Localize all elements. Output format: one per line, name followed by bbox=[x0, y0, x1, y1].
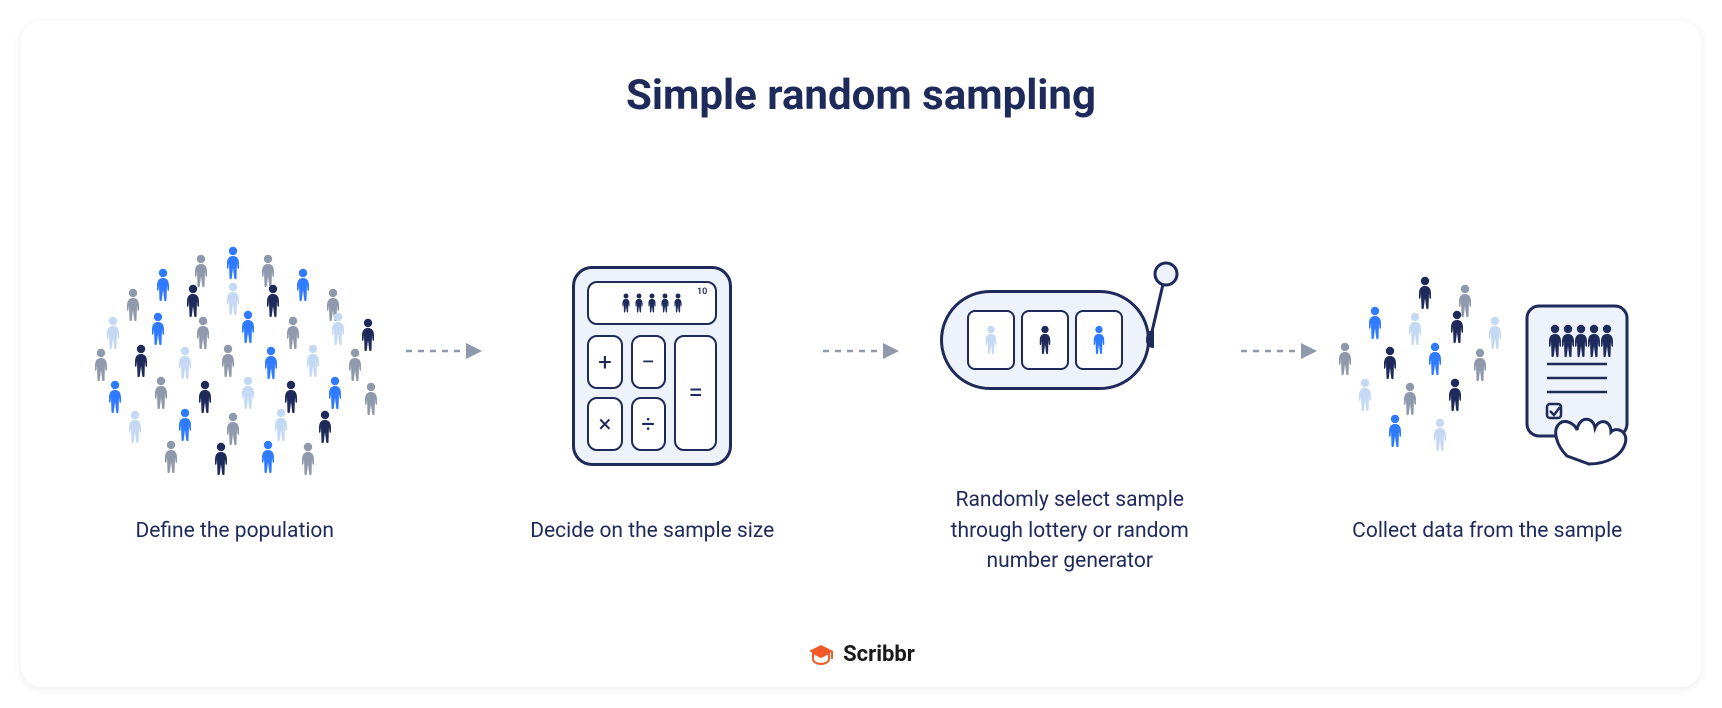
person-icon bbox=[107, 380, 123, 414]
step-caption: Randomly select sample through lottery o… bbox=[920, 485, 1220, 576]
step-caption: Define the population bbox=[136, 516, 335, 546]
calculator-op-button: ÷ bbox=[631, 397, 666, 451]
person-icon bbox=[225, 282, 241, 316]
person-icon bbox=[285, 316, 301, 350]
graduation-cap-icon bbox=[807, 643, 835, 667]
calculator-op-button: + bbox=[587, 335, 622, 389]
person-icon bbox=[647, 293, 657, 313]
step-sample-size: 10 +−×÷ = Decide on the sample size bbox=[489, 246, 817, 546]
calculator-icon: 10 +−×÷ = bbox=[572, 266, 732, 466]
infographic-card: Simple random sampling bbox=[21, 21, 1701, 687]
person-icon bbox=[105, 316, 121, 350]
flow-row: Define the population 10 bbox=[71, 170, 1651, 622]
person-icon bbox=[327, 376, 343, 410]
person-icon bbox=[363, 382, 379, 416]
person-icon bbox=[1472, 348, 1488, 382]
calculator-illustration: 10 +−×÷ = bbox=[572, 246, 732, 486]
person-icon bbox=[127, 410, 143, 444]
person-icon bbox=[347, 348, 363, 382]
slot-lever-icon bbox=[1140, 260, 1180, 350]
step-random-select: Randomly select sample through lottery o… bbox=[906, 215, 1234, 576]
person-icon bbox=[220, 344, 236, 378]
person-icon bbox=[330, 312, 346, 346]
person-icon bbox=[1402, 382, 1418, 416]
slot-window bbox=[1075, 310, 1123, 370]
slot-window bbox=[1021, 310, 1069, 370]
arrow-icon bbox=[816, 231, 906, 471]
person-icon bbox=[1337, 342, 1353, 376]
person-icon bbox=[133, 344, 149, 378]
person-icon bbox=[317, 410, 333, 444]
person-icon bbox=[195, 316, 211, 350]
person-icon bbox=[213, 442, 229, 476]
person-icon bbox=[273, 408, 289, 442]
calculator-exponent: 10 bbox=[697, 287, 707, 297]
person-icon bbox=[260, 254, 276, 288]
person-icon bbox=[295, 268, 311, 302]
arrow-icon bbox=[1234, 231, 1324, 471]
person-icon bbox=[660, 293, 670, 313]
person-icon bbox=[177, 346, 193, 380]
person-icon bbox=[163, 440, 179, 474]
person-icon bbox=[225, 246, 241, 280]
brand-name: Scribbr bbox=[843, 642, 915, 667]
person-icon bbox=[265, 284, 281, 318]
infographic-title: Simple random sampling bbox=[626, 71, 1096, 120]
person-icon bbox=[225, 412, 241, 446]
person-icon bbox=[300, 442, 316, 476]
person-icon bbox=[634, 293, 644, 313]
calculator-op-button: − bbox=[631, 335, 666, 389]
person-icon bbox=[155, 268, 171, 302]
step-collect-data: Collect data from the sample bbox=[1324, 246, 1652, 546]
clipboard-hand-icon bbox=[1497, 296, 1647, 466]
person-icon bbox=[1367, 306, 1383, 340]
brand-logo: Scribbr bbox=[807, 642, 915, 667]
person-icon bbox=[1427, 342, 1443, 376]
step-define-population: Define the population bbox=[71, 246, 399, 546]
person-icon bbox=[153, 376, 169, 410]
person-icon bbox=[621, 293, 631, 313]
person-icon bbox=[1417, 276, 1433, 310]
step-caption: Decide on the sample size bbox=[530, 516, 774, 546]
person-icon bbox=[673, 293, 683, 313]
calculator-op-button: × bbox=[587, 397, 622, 451]
person-icon bbox=[125, 288, 141, 322]
person-icon bbox=[197, 380, 213, 414]
person-icon bbox=[150, 312, 166, 346]
person-icon bbox=[1449, 310, 1465, 344]
collect-data-illustration bbox=[1327, 246, 1647, 486]
person-icon bbox=[1407, 312, 1423, 346]
arrow-icon bbox=[399, 231, 489, 471]
person-icon bbox=[177, 408, 193, 442]
person-icon bbox=[360, 318, 376, 352]
slot-machine-icon bbox=[940, 290, 1150, 390]
calculator-screen: 10 bbox=[587, 281, 717, 325]
person-icon bbox=[305, 344, 321, 378]
slot-machine-illustration bbox=[940, 215, 1200, 455]
step-caption: Collect data from the sample bbox=[1352, 516, 1622, 546]
person-icon bbox=[240, 310, 256, 344]
person-icon bbox=[240, 376, 256, 410]
person-icon bbox=[93, 348, 109, 382]
person-icon bbox=[1387, 414, 1403, 448]
person-icon bbox=[1382, 346, 1398, 380]
calculator-equals-button: = bbox=[674, 335, 717, 451]
person-icon bbox=[193, 254, 209, 288]
slot-window bbox=[967, 310, 1015, 370]
person-icon bbox=[1447, 378, 1463, 412]
person-icon bbox=[263, 346, 279, 380]
person-icon bbox=[260, 440, 276, 474]
population-crowd-illustration bbox=[85, 246, 385, 486]
person-icon bbox=[185, 284, 201, 318]
person-icon bbox=[1432, 418, 1448, 452]
person-icon bbox=[1357, 378, 1373, 412]
